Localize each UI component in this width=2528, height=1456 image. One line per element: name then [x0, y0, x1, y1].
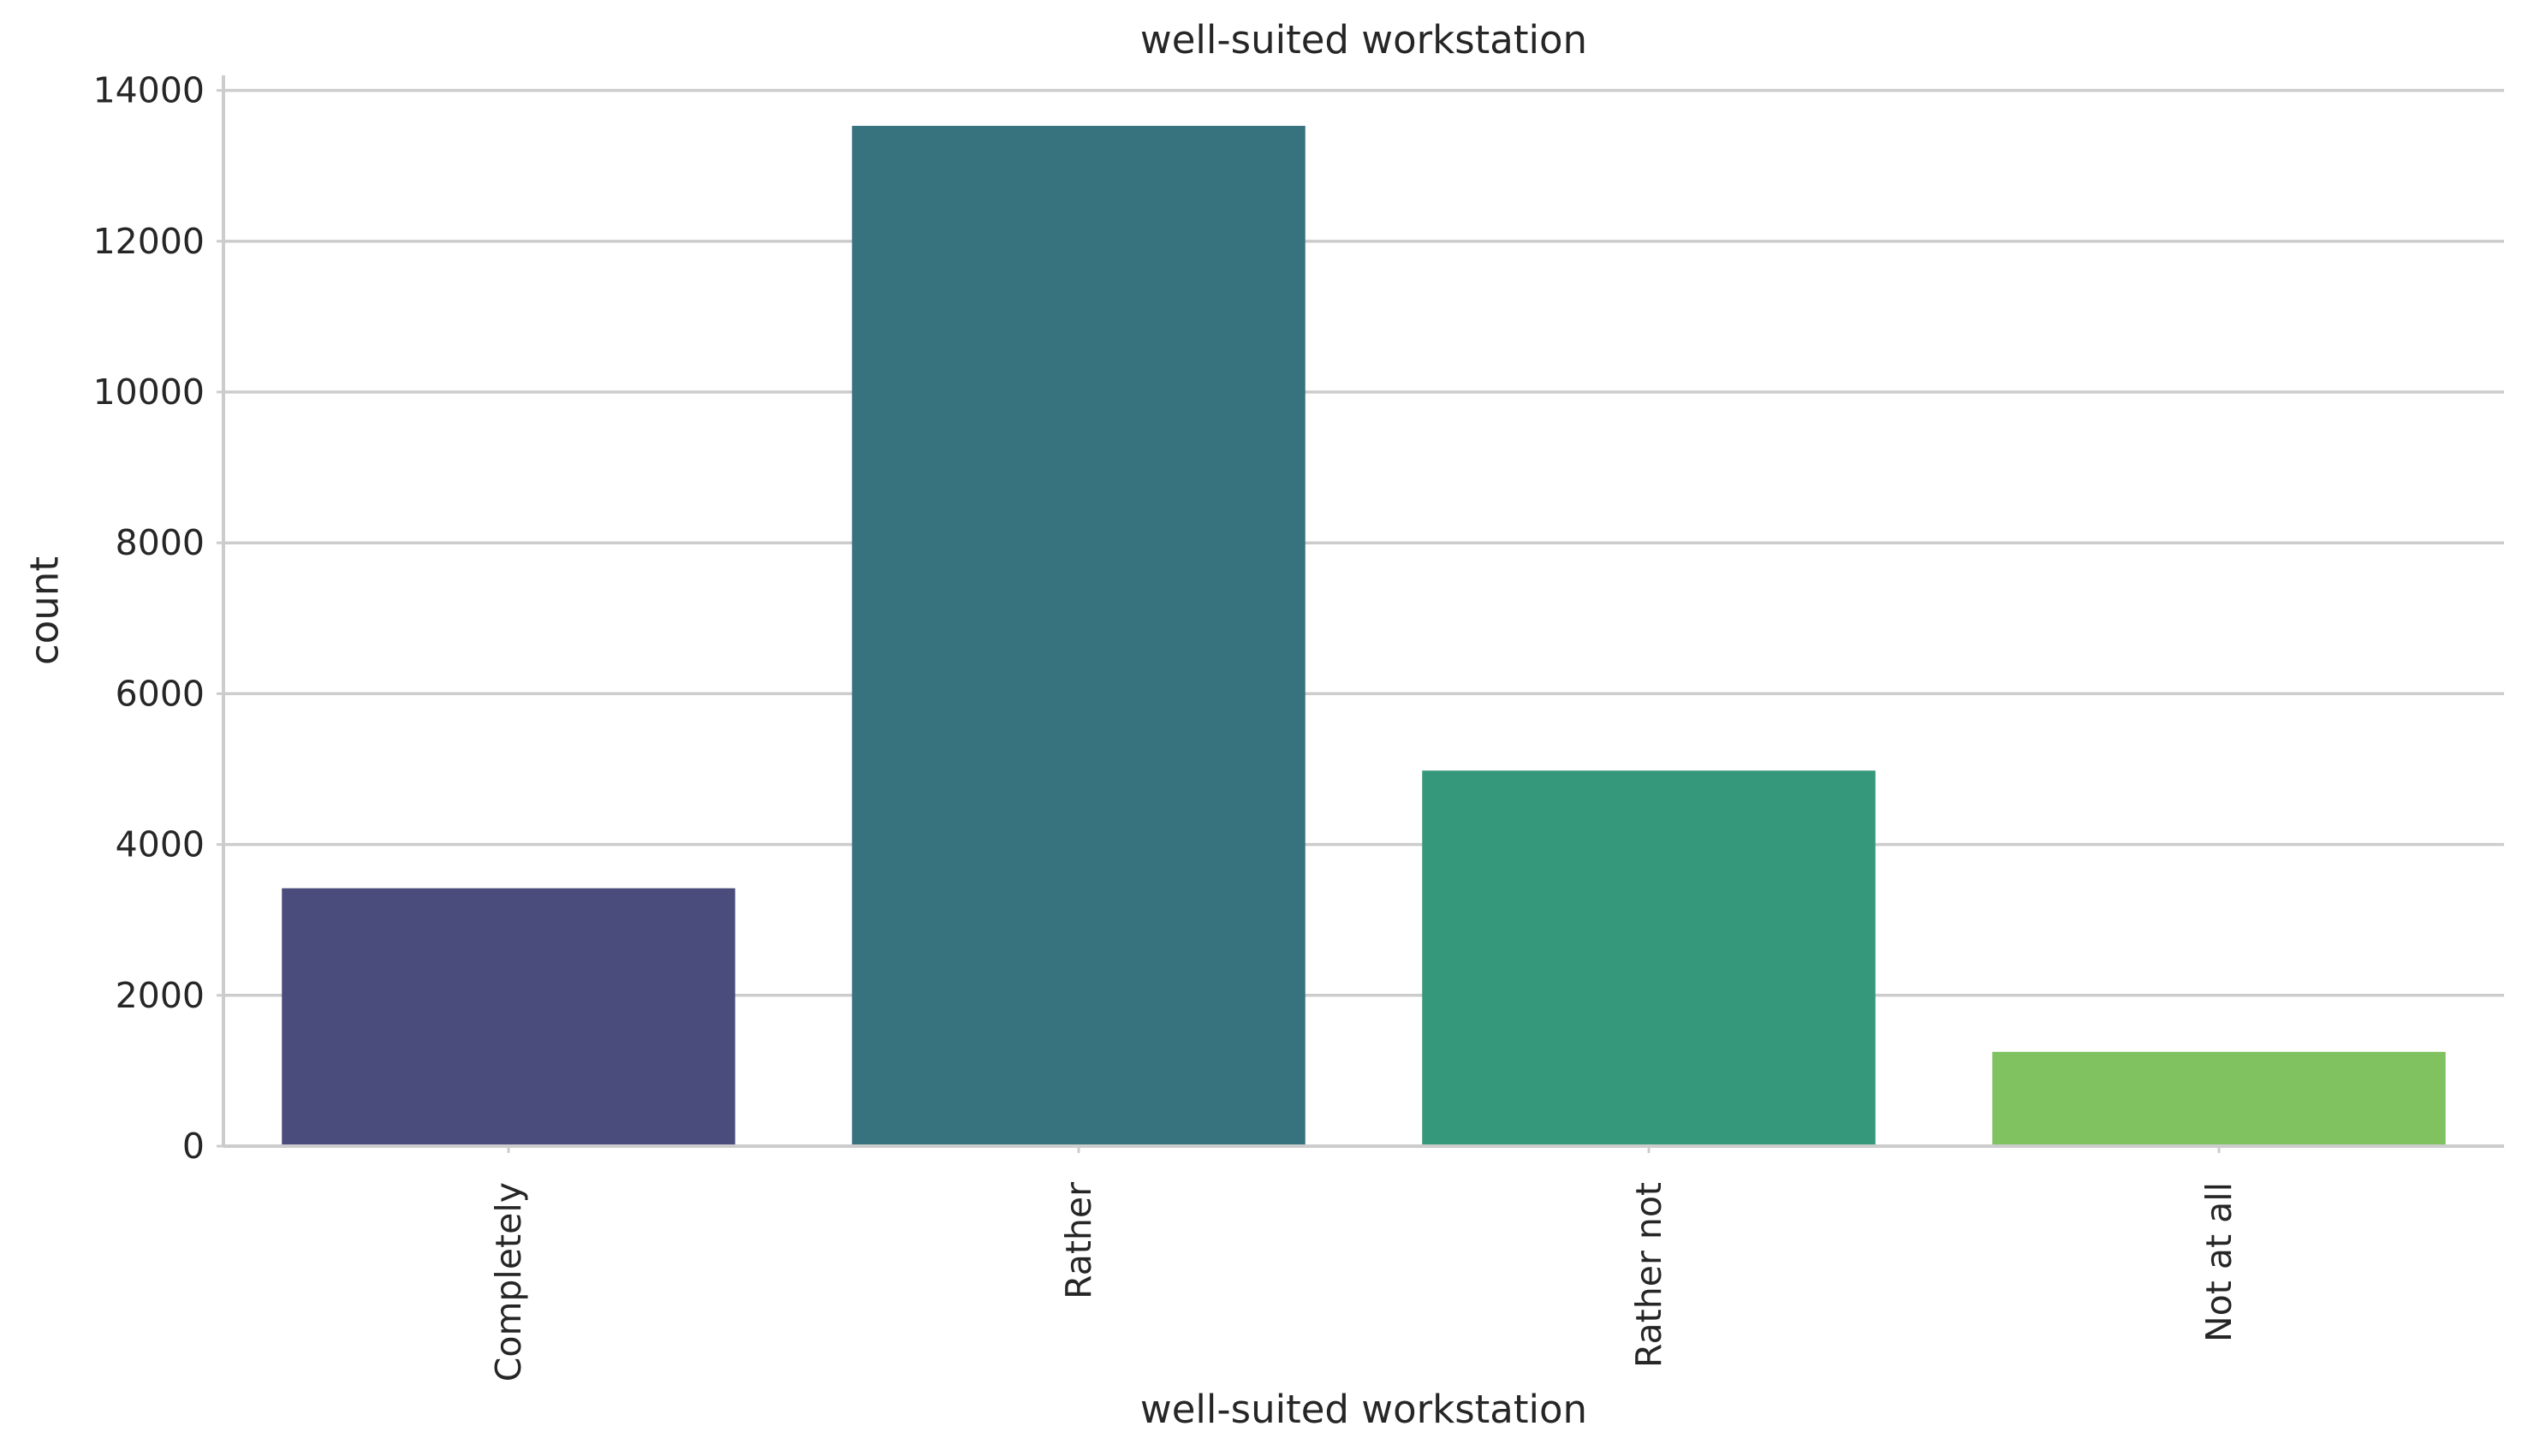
x-tick-label: Not at all	[2198, 1182, 2240, 1342]
y-axis-label: count	[22, 556, 68, 665]
y-tick-label: 6000	[116, 673, 205, 714]
bar-not-at-all	[1992, 1051, 2446, 1146]
y-tick-labels: 0 2000 4000 6000 8000 10000 12000 14000	[93, 70, 223, 1167]
bar-completely	[282, 888, 735, 1146]
y-tick-label: 0	[182, 1126, 205, 1167]
x-tick-label: Rather not	[1628, 1182, 1669, 1368]
y-tick-label: 14000	[93, 70, 205, 111]
bar-rather-not	[1422, 770, 1876, 1146]
x-tick-label: Completely	[488, 1182, 529, 1382]
bar-rather	[852, 126, 1306, 1146]
chart-title: well-suited workstation	[1140, 17, 1587, 62]
bars	[282, 126, 2446, 1146]
x-tick-label: Rather	[1058, 1182, 1099, 1299]
axes-spines	[222, 75, 2504, 1148]
y-tick-label: 8000	[116, 522, 205, 563]
y-tick-label: 4000	[116, 824, 205, 865]
x-tick-labels: Completely Rather Rather not Not at all	[488, 1146, 2240, 1382]
y-tick-label: 10000	[93, 371, 205, 413]
y-gridlines	[223, 88, 2504, 997]
y-tick-label: 2000	[116, 975, 205, 1016]
x-axis-label: well-suited workstation	[1140, 1387, 1587, 1432]
y-tick-label: 12000	[93, 221, 205, 262]
